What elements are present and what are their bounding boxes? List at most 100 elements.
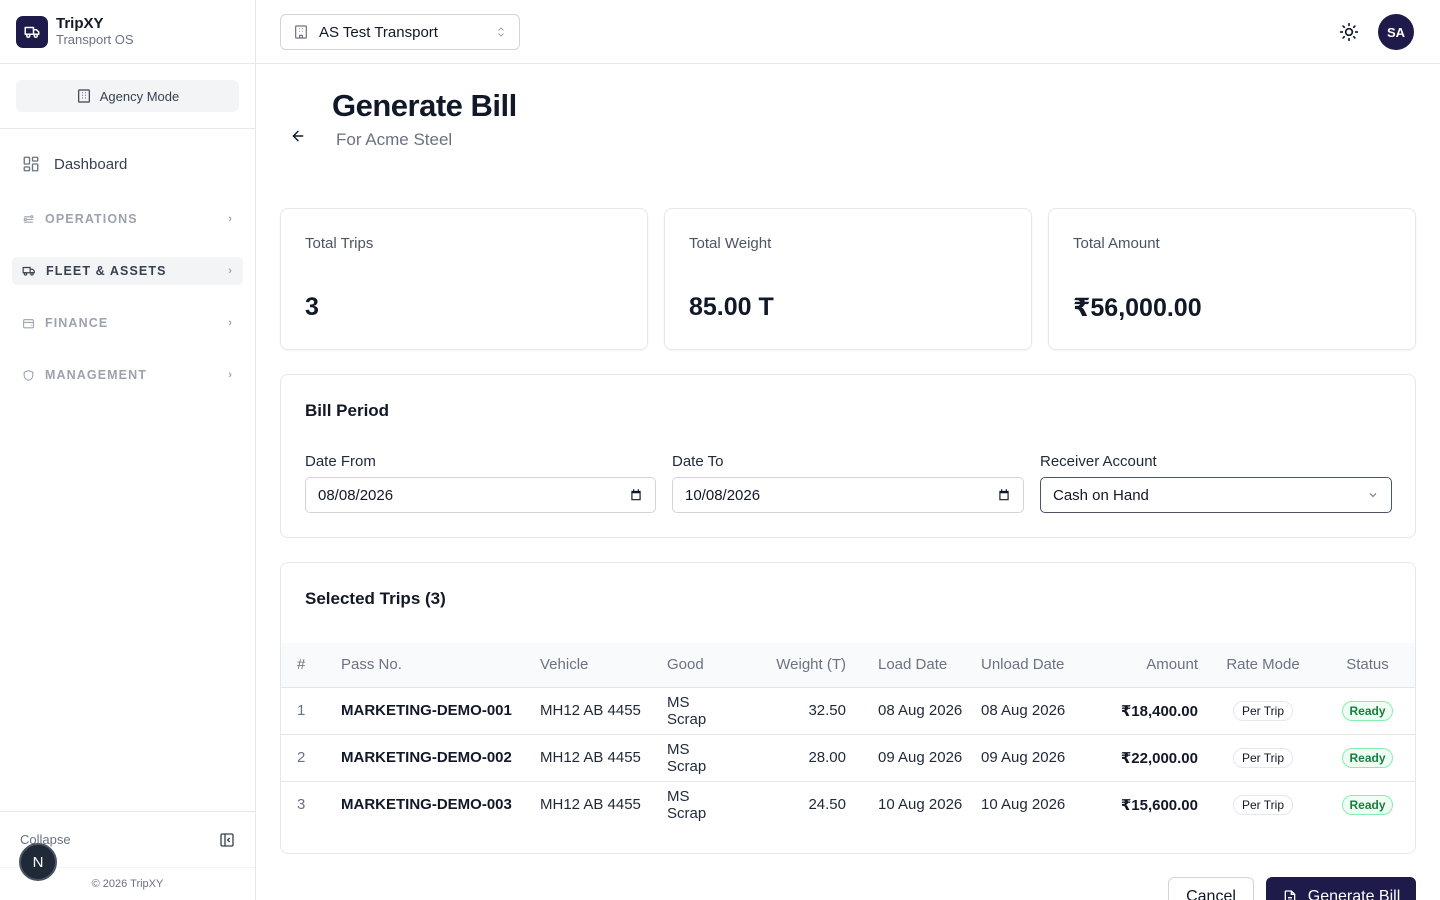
generate-bill-button[interactable]: Generate Bill (1266, 877, 1416, 900)
column-header: Good (667, 656, 704, 674)
pass-no: MARKETING-DEMO-001 (341, 702, 512, 719)
weight: 28.00 (808, 749, 846, 766)
rate-mode-badge: Per Trip (1232, 747, 1293, 768)
table-row[interactable]: 3 MARKETING-DEMO-003 MH12 AB 4455 MS Scr… (281, 781, 1415, 828)
building-icon (295, 25, 307, 39)
stat-card-total-weight: Total Weight 85.00 T (664, 208, 1032, 350)
topbar: AS Test Transport SA (256, 0, 1440, 64)
unload-date: 09 Aug 2026 (981, 749, 1066, 766)
column-header: Rate Mode (1226, 656, 1300, 674)
stat-value: ₹56,000.00 (1073, 294, 1202, 322)
chevron-right-icon: › (228, 265, 233, 277)
floating-assistant-badge[interactable]: N (19, 843, 57, 881)
chevron-right-icon: › (228, 317, 233, 329)
column-header: # (297, 656, 306, 674)
sun-icon[interactable] (1339, 22, 1359, 42)
dashboard-icon (23, 156, 39, 172)
brand-subtitle: Transport OS (56, 32, 134, 47)
chevron-down-icon (1369, 493, 1377, 498)
rate-mode-badge: Per Trip (1232, 700, 1293, 721)
status-badge: Ready (1342, 747, 1393, 768)
page-title: Generate Bill (332, 88, 517, 123)
sidebar-nav: Dashboard OPERATIONS › FLEET & ASSETS › … (0, 129, 255, 407)
agency-mode-label: Agency Mode (99, 88, 180, 104)
vehicle: MH12 AB 4455 (540, 702, 641, 719)
load-date: 08 Aug 2026 (878, 702, 963, 719)
operations-icon (23, 214, 34, 223)
sidebar-item-dashboard-label: Dashboard (54, 155, 128, 173)
sidebar-item-dashboard[interactable]: Dashboard (12, 147, 243, 181)
amount: ₹18,400.00 (1120, 702, 1198, 720)
stat-card-total-amount: Total Amount ₹56,000.00 (1048, 208, 1416, 350)
table-header-row: # Pass No. Vehicle Good Weight (T) Load … (281, 643, 1415, 687)
column-header: Weight (T) (776, 656, 846, 674)
agency-mode-button[interactable]: Agency Mode (16, 80, 239, 112)
sidebar-group-finance[interactable]: FINANCE › (12, 309, 243, 337)
row-index: 3 (297, 796, 306, 814)
sidebar-group-management[interactable]: MANAGEMENT › (12, 361, 243, 389)
date-from-value: 08/08/2026 (318, 486, 394, 504)
amount: ₹22,000.00 (1120, 749, 1198, 767)
date-to-label: Date To (672, 453, 724, 470)
organization-select[interactable]: AS Test Transport (280, 14, 520, 50)
stat-label: Total Amount (1073, 235, 1160, 252)
load-date: 09 Aug 2026 (878, 749, 963, 766)
copyright: © 2026 TripXY (91, 878, 164, 890)
stat-label: Total Weight (689, 235, 772, 252)
shield-icon (23, 369, 34, 381)
sidebar-group-fleet-assets[interactable]: FLEET & ASSETS › (12, 257, 243, 285)
sidebar-footer: Collapse © 2026 TripXY (0, 811, 255, 900)
weight: 32.50 (808, 702, 846, 719)
sidebar-group-label: MANAGEMENT (45, 368, 147, 382)
calendar-icon[interactable] (997, 488, 1011, 502)
status-badge: Ready (1342, 700, 1393, 721)
column-header: Pass No. (341, 656, 402, 674)
wallet-icon (23, 318, 34, 328)
table-row[interactable]: 1 MARKETING-DEMO-001 MH12 AB 4455 MS Scr… (281, 687, 1415, 734)
cancel-button[interactable]: Cancel (1168, 877, 1254, 900)
organization-name: AS Test Transport (319, 23, 438, 41)
date-to-value: 10/08/2026 (685, 486, 761, 504)
row-index: 1 (297, 702, 306, 719)
amount: ₹15,600.00 (1120, 796, 1198, 814)
receiver-account-select[interactable]: Cash on Hand (1040, 477, 1392, 513)
trips-table: # Pass No. Vehicle Good Weight (T) Load … (281, 643, 1415, 828)
page-subtitle: For Acme Steel (336, 130, 453, 149)
good: MS Scrap (667, 787, 707, 822)
weight: 24.50 (808, 796, 846, 814)
pass-no: MARKETING-DEMO-002 (341, 749, 512, 766)
chevrons-up-down-icon (495, 25, 507, 40)
calendar-icon[interactable] (629, 488, 643, 502)
file-icon (1284, 890, 1296, 900)
receiver-account-label: Receiver Account (1040, 453, 1157, 470)
stat-value: 85.00 T (689, 293, 774, 321)
brand[interactable]: TripXY Transport OS (0, 0, 255, 64)
vehicle: MH12 AB 4455 (540, 796, 641, 814)
column-header: Status (1346, 656, 1389, 674)
sidebar-group-label: FINANCE (45, 316, 109, 330)
column-header: Amount (1146, 656, 1198, 674)
panel-collapse-icon (220, 832, 234, 847)
truck-icon (22, 266, 35, 276)
selected-trips-title: Selected Trips (3) (305, 589, 446, 608)
good: MS Scrap (667, 740, 707, 775)
sidebar-group-label: OPERATIONS (45, 212, 138, 226)
good: MS Scrap (667, 693, 707, 728)
table-row[interactable]: 2 MARKETING-DEMO-002 MH12 AB 4455 MS Scr… (281, 734, 1415, 781)
status-badge: Ready (1342, 794, 1393, 815)
avatar[interactable]: SA (1378, 14, 1414, 50)
brand-name: TripXY (56, 15, 104, 32)
column-header: Unload Date (981, 656, 1065, 674)
stat-card-total-trips: Total Trips 3 (280, 208, 648, 350)
date-to-input[interactable]: 10/08/2026 (672, 477, 1024, 513)
column-header: Vehicle (540, 656, 589, 674)
pass-no: MARKETING-DEMO-003 (341, 796, 512, 814)
sidebar-group-operations[interactable]: OPERATIONS › (12, 205, 243, 233)
date-from-input[interactable]: 08/08/2026 (305, 477, 656, 513)
load-date: 10 Aug 2026 (878, 796, 963, 814)
selected-trips-card: Selected Trips (3) # Pass No. Vehicle Go… (280, 562, 1416, 854)
date-from-label: Date From (305, 453, 376, 470)
arrow-left-icon[interactable] (290, 128, 306, 144)
stat-value: 3 (305, 293, 319, 321)
chevron-right-icon: › (228, 213, 233, 225)
